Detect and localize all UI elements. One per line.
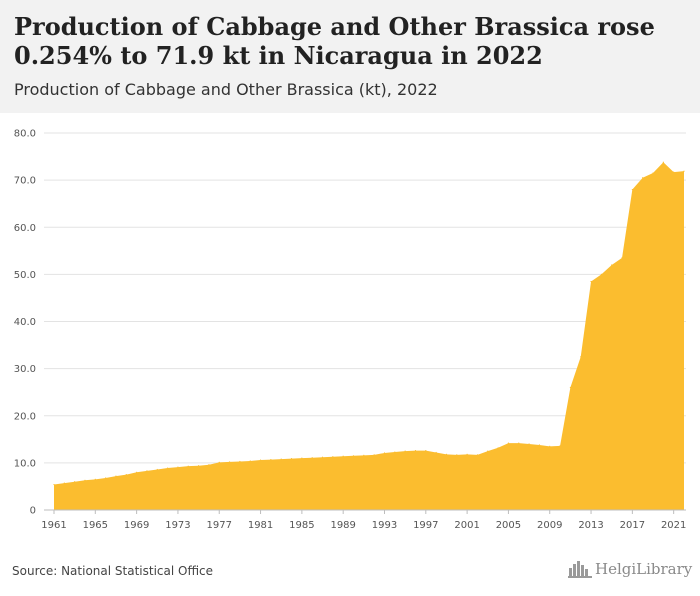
y-tick-label: 40.0 <box>14 317 36 328</box>
data-point <box>250 460 251 461</box>
data-point <box>405 450 406 451</box>
x-tick-label: 2017 <box>620 520 645 531</box>
data-point <box>446 454 447 455</box>
data-point <box>487 450 488 451</box>
data-point <box>384 452 385 453</box>
x-tick-label: 1985 <box>289 520 314 531</box>
data-point <box>539 444 540 445</box>
data-point <box>115 475 116 476</box>
data-point <box>136 472 137 473</box>
data-point <box>322 457 323 458</box>
data-point <box>601 274 602 275</box>
x-tick-label: 1977 <box>207 520 232 531</box>
y-tick-label: 30.0 <box>14 364 36 375</box>
data-point <box>663 162 664 163</box>
data-point <box>528 443 529 444</box>
city-skyline-icon <box>568 560 592 578</box>
data-point <box>332 456 333 457</box>
data-point <box>467 454 468 455</box>
data-point <box>84 480 85 481</box>
x-tick-label: 1981 <box>248 520 273 531</box>
data-point <box>632 189 633 190</box>
data-point <box>343 456 344 457</box>
data-point <box>177 467 178 468</box>
data-point <box>508 442 509 443</box>
data-point <box>363 455 364 456</box>
data-point <box>229 461 230 462</box>
x-tick-label: 2001 <box>454 520 479 531</box>
data-point <box>353 455 354 456</box>
data-point <box>580 356 581 357</box>
x-tick-label: 1961 <box>41 520 66 531</box>
data-point <box>270 459 271 460</box>
data-point <box>260 459 261 460</box>
header-band: Production of Cabbage and Other Brassica… <box>0 0 700 113</box>
y-tick-label: 60.0 <box>14 223 36 234</box>
data-point <box>673 172 674 173</box>
data-point <box>559 445 560 446</box>
x-tick-label: 1969 <box>124 520 149 531</box>
chart-subtitle: Production of Cabbage and Other Brassica… <box>14 80 438 99</box>
y-tick-label: 10.0 <box>14 458 36 469</box>
data-point <box>105 477 106 478</box>
data-point <box>167 467 168 468</box>
data-point <box>498 447 499 448</box>
y-tick-label: 50.0 <box>14 270 36 281</box>
series-area <box>53 162 684 510</box>
x-tick-label: 2009 <box>537 520 562 531</box>
y-tick-label: 0 <box>30 506 36 517</box>
data-point <box>126 474 127 475</box>
data-point <box>477 454 478 455</box>
data-point <box>436 452 437 453</box>
data-point <box>642 177 643 178</box>
data-point <box>301 458 302 459</box>
data-point <box>146 470 147 471</box>
data-point <box>518 442 519 443</box>
y-tick-label: 20.0 <box>14 411 36 422</box>
data-point <box>611 264 612 265</box>
data-point <box>157 469 158 470</box>
data-point <box>208 464 209 465</box>
data-point <box>683 171 684 172</box>
data-point <box>652 172 653 173</box>
data-point <box>374 454 375 455</box>
helgi-library-logo[interactable]: HelgiLibrary <box>568 560 692 578</box>
x-tick-label: 1973 <box>165 520 190 531</box>
data-point <box>549 446 550 447</box>
data-point <box>188 466 189 467</box>
area-chart: 010.020.030.040.050.060.070.080.0 1961 19… <box>0 113 700 543</box>
data-point <box>425 450 426 451</box>
y-axis-ticks: 0 10.0 20.0 30.0 40.0 50.0 60.0 70.0 80.0 <box>14 129 36 517</box>
page-title: Production of Cabbage and Other Brassica… <box>14 12 694 70</box>
x-axis: 1961 1965 1969 1973 1977 1981 1985 1989 1993 1997… <box>41 510 686 531</box>
data-point <box>291 458 292 459</box>
data-point <box>312 457 313 458</box>
data-point <box>219 462 220 463</box>
data-point <box>64 483 65 484</box>
x-tick-label: 2021 <box>661 520 686 531</box>
data-point <box>198 465 199 466</box>
data-point <box>570 387 571 388</box>
x-tick-label: 2005 <box>496 520 521 531</box>
y-tick-label: 80.0 <box>14 129 36 140</box>
source-note: Source: National Statistical Office <box>12 564 213 578</box>
data-point <box>394 451 395 452</box>
x-tick-label: 2013 <box>578 520 603 531</box>
y-tick-label: 70.0 <box>14 176 36 187</box>
x-tick-label: 1989 <box>330 520 355 531</box>
data-point <box>590 281 591 282</box>
logo-text: HelgiLibrary <box>595 560 692 578</box>
data-point <box>239 461 240 462</box>
data-point <box>53 484 54 485</box>
x-tick-label: 1965 <box>83 520 108 531</box>
series-area-fill <box>54 162 684 510</box>
data-point <box>456 454 457 455</box>
data-point <box>281 459 282 460</box>
data-point <box>74 481 75 482</box>
data-point <box>415 450 416 451</box>
data-point <box>95 479 96 480</box>
x-tick-label: 1993 <box>372 520 397 531</box>
data-point <box>621 257 622 258</box>
x-tick-label: 1997 <box>413 520 438 531</box>
